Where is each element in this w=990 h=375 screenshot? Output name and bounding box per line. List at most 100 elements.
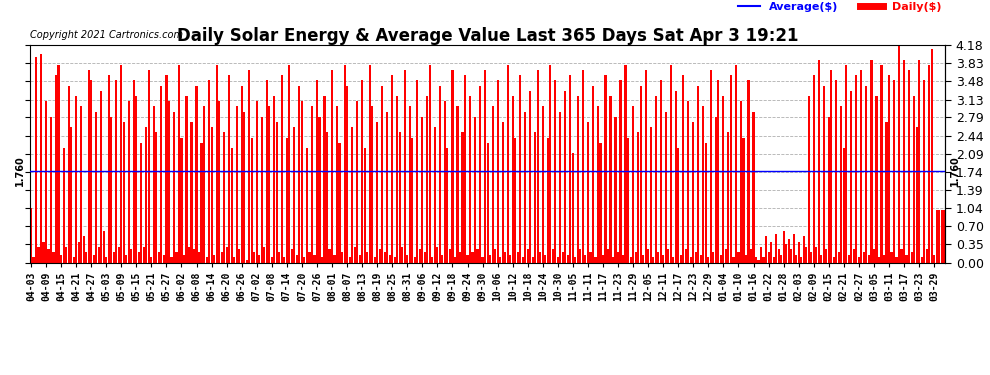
Bar: [77, 242, 79, 262]
Bar: [556, 257, 559, 262]
Bar: [504, 252, 506, 262]
Bar: [160, 86, 162, 262]
Bar: [863, 252, 865, 262]
Bar: [818, 60, 820, 262]
Bar: [329, 249, 331, 262]
Bar: [509, 255, 511, 262]
Bar: [522, 257, 524, 262]
Bar: [594, 257, 597, 262]
Bar: [750, 249, 752, 262]
Bar: [260, 117, 262, 262]
Bar: [268, 106, 270, 262]
Bar: [331, 70, 333, 262]
Bar: [527, 249, 529, 262]
Bar: [401, 247, 403, 262]
Bar: [103, 231, 105, 262]
Bar: [489, 255, 491, 262]
Bar: [278, 252, 280, 262]
Bar: [640, 86, 642, 262]
Bar: [870, 60, 872, 262]
Bar: [918, 60, 920, 262]
Bar: [494, 249, 496, 262]
Bar: [386, 112, 388, 262]
Bar: [163, 255, 165, 262]
Bar: [416, 80, 419, 262]
Bar: [246, 260, 248, 262]
Bar: [780, 255, 782, 262]
Bar: [108, 75, 110, 262]
Bar: [464, 75, 466, 262]
Bar: [201, 143, 203, 262]
Bar: [740, 101, 742, 262]
Bar: [926, 249, 928, 262]
Bar: [599, 143, 602, 262]
Bar: [847, 255, 850, 262]
Bar: [466, 255, 468, 262]
Bar: [67, 86, 69, 262]
Bar: [878, 257, 880, 262]
Bar: [898, 45, 900, 262]
Bar: [218, 101, 220, 262]
Bar: [273, 96, 275, 262]
Bar: [931, 49, 933, 262]
Bar: [530, 91, 532, 262]
Bar: [344, 65, 346, 262]
Bar: [185, 96, 187, 262]
Bar: [785, 244, 787, 262]
Bar: [43, 242, 45, 262]
Bar: [730, 75, 732, 262]
Bar: [133, 80, 135, 262]
Bar: [85, 252, 87, 262]
Bar: [896, 257, 898, 262]
Bar: [432, 257, 434, 262]
Bar: [502, 122, 504, 262]
Bar: [399, 132, 401, 262]
Bar: [141, 143, 143, 262]
Bar: [692, 122, 694, 262]
Bar: [747, 80, 749, 262]
Bar: [532, 257, 534, 262]
Bar: [546, 138, 548, 262]
Bar: [60, 255, 62, 262]
Bar: [123, 122, 125, 262]
Bar: [587, 122, 589, 262]
Bar: [324, 96, 326, 262]
Bar: [544, 255, 546, 262]
Bar: [669, 65, 672, 262]
Bar: [667, 249, 669, 262]
Bar: [934, 255, 936, 262]
Bar: [559, 112, 561, 262]
Bar: [150, 257, 152, 262]
Bar: [33, 257, 35, 262]
Bar: [165, 75, 167, 262]
Bar: [659, 80, 661, 262]
Bar: [356, 101, 358, 262]
Bar: [615, 117, 617, 262]
Bar: [710, 70, 712, 262]
Bar: [577, 96, 579, 262]
Bar: [537, 70, 539, 262]
Bar: [865, 86, 867, 262]
Bar: [842, 148, 844, 262]
Bar: [788, 239, 790, 262]
Bar: [572, 153, 574, 262]
Bar: [911, 252, 913, 262]
Bar: [885, 122, 888, 262]
Bar: [744, 255, 747, 262]
Bar: [442, 255, 444, 262]
Bar: [190, 122, 193, 262]
Bar: [236, 106, 238, 262]
Bar: [258, 255, 260, 262]
Bar: [110, 117, 112, 262]
Bar: [183, 255, 185, 262]
Bar: [157, 252, 160, 262]
Bar: [80, 106, 82, 262]
Bar: [491, 106, 494, 262]
Bar: [296, 255, 298, 262]
Bar: [765, 237, 767, 262]
Bar: [901, 249, 903, 262]
Bar: [813, 75, 815, 262]
Bar: [57, 65, 59, 262]
Bar: [371, 106, 373, 262]
Bar: [216, 65, 218, 262]
